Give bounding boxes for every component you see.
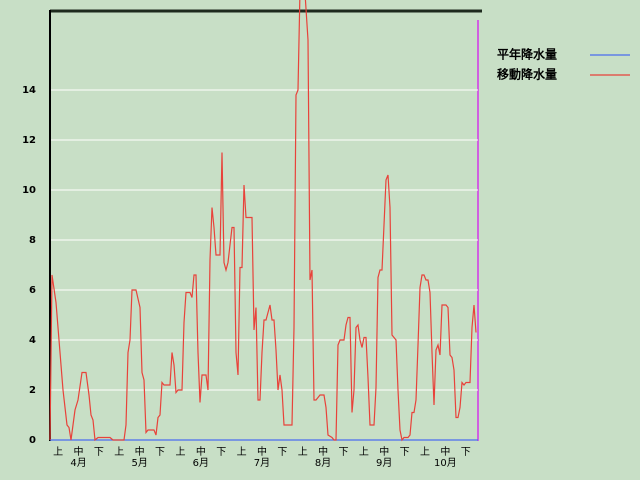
x-tick-label: 上 [359,446,369,458]
month-label: 7月 [254,457,270,469]
x-tick-label: 中 [135,445,145,458]
x-tick-label: 中 [196,445,206,458]
x-tick-label: 中 [379,445,389,458]
x-tick-label: 中 [440,445,450,458]
x-tick-label: 下 [155,447,165,458]
x-tick-label: 上 [114,446,124,458]
x-tick-label: 中 [74,445,84,458]
series-line [49,0,477,442]
x-tick-label: 中 [257,445,267,458]
month-label: 10月 [434,457,457,469]
x-tick-label: 下 [277,447,287,458]
month-label: 9月 [376,457,392,469]
y-tick-label: 4 [29,335,36,346]
x-tick-label: 上 [237,446,247,458]
y-tick-label: 12 [22,135,36,146]
x-tick-label: 上 [175,446,185,458]
legend-label: 移動降水量 [497,67,557,82]
y-tick-label: 14 [22,85,36,96]
month-label: 4月 [70,457,86,469]
y-tick-label: 8 [29,235,36,246]
month-label: 6月 [193,457,209,469]
x-tick-label: 下 [216,447,226,458]
y-tick-label: 6 [29,285,36,296]
x-tick-label: 下 [461,447,471,458]
x-tick-label: 下 [94,447,104,458]
y-tick-label: 10 [22,185,36,196]
y-tick-label: 0 [29,435,36,446]
x-tick-label: 上 [53,446,63,458]
x-tick-label: 下 [338,447,348,458]
x-tick-label: 上 [420,446,430,458]
x-tick-label: 上 [298,446,308,458]
y-tick-label: 2 [29,385,36,396]
month-label: 5月 [131,457,147,469]
x-tick-label: 下 [400,447,410,458]
x-tick-label: 中 [318,445,328,458]
month-label: 8月 [315,457,331,469]
legend-label: 平年降水量 [497,47,557,62]
